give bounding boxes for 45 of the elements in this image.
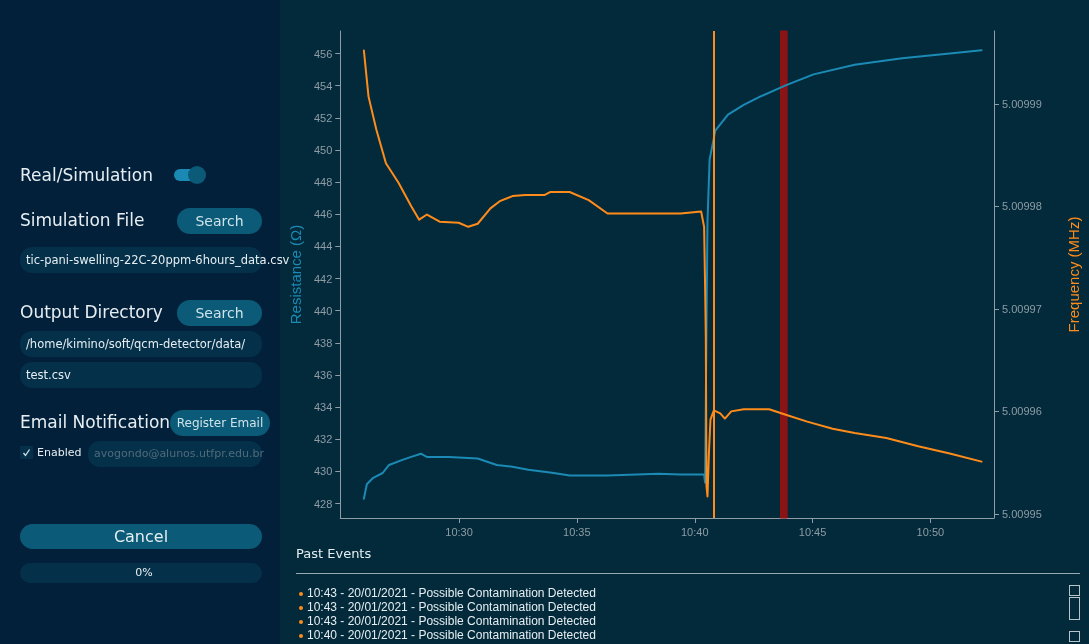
y-tick-label: 446 bbox=[313, 208, 333, 221]
text: test.csv bbox=[20, 362, 262, 388]
y-tick-label: 438 bbox=[313, 336, 333, 349]
text: Enabled bbox=[37, 446, 82, 459]
y-tick-label: 440 bbox=[313, 304, 333, 317]
y-tick-label: 454 bbox=[313, 79, 333, 92]
y-tick-label: 452 bbox=[313, 111, 333, 124]
text: Register Email bbox=[170, 410, 270, 436]
x-tick-label: 10:45 bbox=[798, 525, 827, 538]
y-tick-label: 432 bbox=[313, 433, 333, 446]
text: avogondo@alunos.utfpr.edu.br bbox=[88, 441, 264, 467]
text: 0% bbox=[20, 563, 262, 583]
y-tick-label: 428 bbox=[313, 497, 333, 510]
y2-tick-label: 5.00997 bbox=[1002, 302, 1042, 315]
text: Real/Simulation bbox=[20, 165, 153, 185]
x-tick-label: 10:35 bbox=[563, 525, 591, 538]
text: Output Directory bbox=[20, 302, 163, 322]
y2-axis-title: Frequency (MHz) bbox=[1065, 216, 1082, 333]
y2-tick-label: 5.00995 bbox=[1002, 507, 1042, 520]
text: /home/kimino/soft/qcm-detector/data/ bbox=[20, 331, 262, 357]
y-tick-label: 434 bbox=[313, 401, 333, 414]
y2-tick-label: 5.00996 bbox=[1002, 405, 1042, 418]
text: 10:43 - 20/01/2021 - Possible Contamination Detected bbox=[307, 586, 596, 600]
y-tick-label: 450 bbox=[313, 143, 333, 156]
text: 10:43 - 20/01/2021 - Possible Contamination Detected bbox=[307, 600, 596, 614]
y-tick-label: 448 bbox=[313, 176, 333, 189]
text: Search bbox=[177, 208, 262, 234]
text: Past Events bbox=[296, 546, 372, 561]
x-tick-label: 10:50 bbox=[916, 525, 945, 538]
x-tick-label: 10:40 bbox=[681, 525, 709, 538]
text: tic-pani-swelling-22C-20ppm-6hours_data.csv bbox=[25, 252, 290, 269]
y-tick-label: 444 bbox=[313, 240, 333, 253]
text: 10:43 - 20/01/2021 - Possible Contamination Detected bbox=[307, 614, 596, 628]
y-tick-label: 442 bbox=[313, 272, 333, 285]
text: Cancel bbox=[20, 524, 262, 549]
y2-tick-label: 5.00998 bbox=[1002, 200, 1042, 213]
y2-tick-label: 5.00999 bbox=[1002, 97, 1042, 110]
text: Email Notification bbox=[20, 412, 171, 432]
y-tick-label: 456 bbox=[313, 47, 333, 60]
x-tick-label: 10:30 bbox=[445, 525, 473, 538]
text: Search bbox=[177, 300, 262, 326]
text: 10:40 - 20/01/2021 - Possible Contamination Detected bbox=[307, 628, 596, 642]
y-tick-label: 430 bbox=[313, 465, 333, 478]
y-tick-label: 436 bbox=[313, 368, 333, 381]
text: Simulation File bbox=[20, 210, 145, 230]
